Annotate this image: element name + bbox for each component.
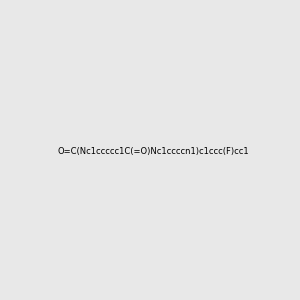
Text: O=C(Nc1ccccc1C(=O)Nc1ccccn1)c1ccc(F)cc1: O=C(Nc1ccccc1C(=O)Nc1ccccn1)c1ccc(F)cc1 xyxy=(58,147,250,156)
